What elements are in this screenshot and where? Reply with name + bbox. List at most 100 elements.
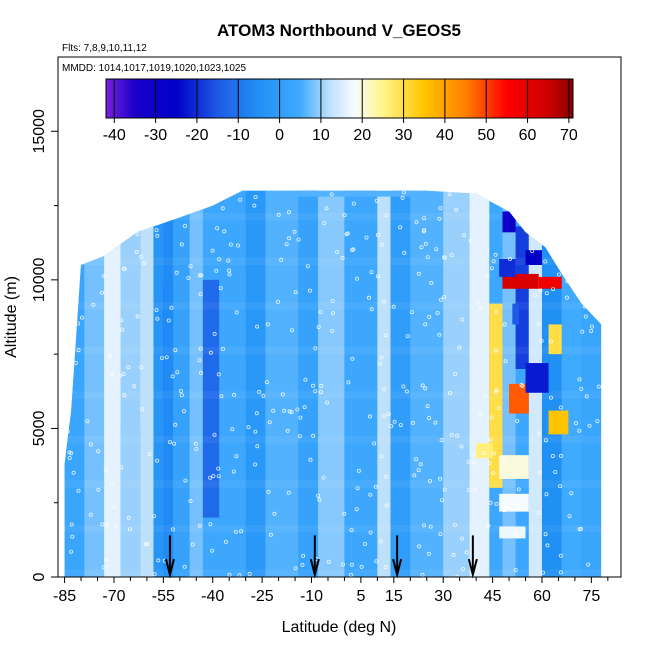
observation-point [311, 433, 316, 438]
observation-point [382, 299, 387, 304]
observation-point [208, 475, 213, 480]
observation-point [472, 460, 477, 465]
observation-point [321, 475, 326, 480]
observation-point [369, 270, 374, 275]
arrow-head [392, 558, 403, 579]
observation-point [210, 548, 215, 553]
arrow-head [467, 558, 478, 579]
observation-point [543, 259, 548, 264]
heatmap-column [153, 190, 164, 577]
observation-point [491, 470, 496, 475]
observation-point [438, 532, 443, 537]
observation-point [215, 226, 220, 231]
observation-point [182, 223, 187, 228]
observation-point [127, 527, 132, 532]
observation-point [364, 235, 369, 240]
observation-point [64, 391, 68, 396]
observation-point [584, 394, 589, 399]
observation-point [155, 233, 160, 238]
y-tick-label: 10000 [31, 258, 48, 303]
observation-point [122, 393, 127, 398]
observation-point [579, 386, 584, 391]
observation-point [410, 420, 415, 425]
observation-point [193, 441, 198, 446]
observation-point [212, 432, 217, 437]
observation-point [122, 266, 127, 271]
observation-point [80, 315, 85, 320]
observation-point [101, 565, 106, 570]
colorbar-tick-label: 70 [560, 127, 578, 144]
observation-point [139, 254, 144, 259]
observation-point [253, 462, 258, 467]
x-tick-label: -10 [300, 588, 323, 605]
observation-point [400, 195, 405, 200]
observation-point [282, 408, 287, 413]
flights-note: Flts: 7,8,9,10,11,12 [62, 43, 147, 54]
observation-point [295, 407, 300, 412]
observation-point [100, 522, 105, 527]
heatmap-patch [304, 190, 319, 191]
observation-point [287, 409, 292, 414]
y-tick-label: 15000 [31, 109, 48, 154]
observation-point [435, 310, 440, 315]
observation-point [442, 255, 447, 260]
observation-point [88, 512, 93, 517]
heatmap-column [265, 190, 299, 577]
observation-point [71, 470, 76, 475]
observation-point [548, 339, 553, 344]
observation-point [230, 427, 235, 432]
observation-point [478, 411, 483, 416]
observation-point [384, 503, 389, 508]
observation-point [401, 190, 406, 195]
observation-point [222, 229, 227, 234]
observation-point [488, 190, 493, 194]
heatmap-column [318, 190, 345, 577]
heatmap-patch [548, 324, 562, 355]
observation-point [214, 268, 219, 273]
observation-point [577, 428, 582, 433]
observation-point [102, 273, 107, 278]
observation-point [475, 300, 480, 305]
observation-point [307, 288, 312, 293]
observation-point [478, 305, 483, 310]
observation-point [186, 275, 191, 280]
observation-point [109, 480, 114, 485]
observation-point [485, 274, 490, 279]
heatmap-patch [499, 259, 516, 277]
observation-point [103, 467, 108, 472]
observation-point [420, 383, 425, 388]
observation-point [197, 523, 202, 528]
observation-point [391, 304, 396, 309]
observation-point [539, 338, 544, 343]
observation-point [471, 452, 476, 457]
observation-point [551, 287, 556, 292]
observation-point [593, 201, 598, 206]
observation-point [182, 564, 187, 569]
observation-point [545, 543, 550, 548]
observation-point [422, 228, 427, 233]
observation-point [117, 196, 122, 201]
arrow-head [164, 558, 175, 579]
observation-point [426, 551, 431, 556]
observation-point [119, 465, 124, 470]
observation-point [491, 451, 496, 456]
observation-point [537, 431, 542, 436]
observation-point [582, 297, 587, 302]
observation-point [226, 268, 231, 273]
observation-point [280, 392, 285, 397]
observation-point [284, 242, 289, 247]
observation-point [289, 410, 294, 415]
observation-point [596, 384, 601, 389]
heatmap-column [120, 190, 141, 577]
observation-point [466, 487, 471, 492]
observation-point [310, 383, 315, 388]
observation-point [275, 299, 280, 304]
observation-point [194, 446, 199, 451]
observation-point [69, 522, 74, 527]
observation-point [303, 377, 308, 382]
observation-point [85, 419, 90, 424]
observation-point [438, 297, 443, 302]
observation-point [220, 346, 225, 351]
heatmap-column [163, 190, 174, 577]
observation-point [300, 562, 305, 567]
